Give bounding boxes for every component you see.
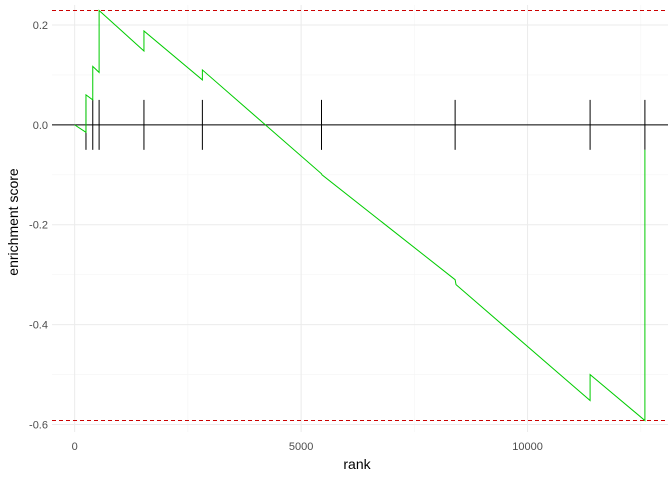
x-tick-label: 10000 xyxy=(512,441,543,453)
series-line xyxy=(74,9,646,422)
x-axis-ticks: 0 5000 10000 xyxy=(72,441,543,453)
y-tick-label: 0.0 xyxy=(33,120,48,132)
y-tick-label: -0.2 xyxy=(29,220,48,232)
grid xyxy=(52,5,668,432)
x-tick-label: 0 xyxy=(72,441,78,453)
reference-lines xyxy=(52,9,668,422)
x-axis-title: rank xyxy=(343,456,371,472)
y-axis-title: enrichment score xyxy=(5,168,21,276)
y-tick-label: -0.6 xyxy=(29,420,48,432)
series-layer xyxy=(74,9,646,422)
y-tick-label: -0.4 xyxy=(29,320,48,332)
x-tick-label: 5000 xyxy=(289,441,313,453)
y-tick-label: 0.2 xyxy=(33,20,48,32)
y-axis-ticks: 0.2 0.0 -0.2 -0.4 -0.6 xyxy=(29,20,48,432)
